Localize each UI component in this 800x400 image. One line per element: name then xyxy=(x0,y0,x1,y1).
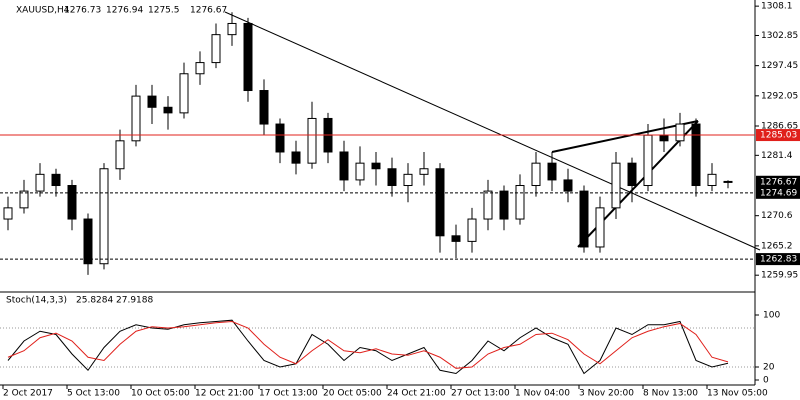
y-tick-label: 1265.2 xyxy=(761,241,793,251)
x-tick-label: 8 Nov 13:00 xyxy=(643,389,698,399)
x-tick-label: 10 Oct 05:00 xyxy=(131,389,190,399)
x-tick-label: 12 Oct 21:00 xyxy=(195,389,254,399)
candle-body xyxy=(179,73,189,114)
price-level-label: 1262.83 xyxy=(760,255,797,265)
candle-body xyxy=(355,162,365,181)
price-level-box xyxy=(756,253,800,266)
x-tick-label: 24 Oct 21:00 xyxy=(387,389,446,399)
candle-body xyxy=(659,134,669,142)
y-tick-label: 1292.05 xyxy=(761,91,798,101)
candle-body xyxy=(227,22,237,36)
x-tick-label: 2 Oct 2017 xyxy=(3,389,53,399)
x-tick-label: 1 Nov 04:00 xyxy=(515,389,570,399)
indicator-y-tick-label: 0 xyxy=(763,376,769,386)
symbol: XAUUSD,H4 xyxy=(16,6,70,16)
candle-body xyxy=(547,162,557,181)
candle-body xyxy=(51,173,61,187)
candle-body xyxy=(723,180,733,183)
indicator-header: Stoch(14,3,3) 25.8284 27.9188 xyxy=(6,296,153,306)
candle-body xyxy=(115,140,125,170)
candle-body xyxy=(3,207,13,220)
indicator-line xyxy=(7,320,729,369)
y-tick-label: 1270.6 xyxy=(761,211,793,221)
candle-body xyxy=(259,90,269,125)
candle-body xyxy=(499,190,509,220)
x-tick-label: 27 Oct 13:00 xyxy=(451,389,510,399)
x-tick-label: 17 Oct 13:00 xyxy=(259,389,318,399)
candle-body xyxy=(419,168,429,175)
candle-body xyxy=(643,134,653,187)
header: XAUUSD,H4 1276.73 1276.94 1275.5 1276.67 xyxy=(16,6,227,16)
indicator-main-value: 25.8284 xyxy=(76,296,113,306)
candle-body xyxy=(163,106,173,114)
y-tick-label: 1297.45 xyxy=(761,61,798,71)
candle-body xyxy=(387,168,397,187)
candle-body xyxy=(691,123,701,187)
candle-body xyxy=(611,162,621,209)
y-tick-label: 1259.95 xyxy=(761,271,798,281)
ohlc-close: 1276.67 xyxy=(190,6,227,16)
x-tick-label: 20 Oct 05:00 xyxy=(323,389,382,399)
price-level-label: 1285.03 xyxy=(760,131,797,141)
candle-body xyxy=(531,162,541,187)
x-tick-label: 5 Oct 13:00 xyxy=(67,389,120,399)
last-price-label: 1276.67 xyxy=(760,177,797,187)
candle-body xyxy=(147,95,157,108)
price-level-label: 1274.69 xyxy=(760,188,797,198)
ohlc-low: 1275.5 xyxy=(148,6,180,16)
indicator-signal-value: 27.9188 xyxy=(116,296,153,306)
candle-body xyxy=(483,190,493,220)
indicator-label: Stoch(14,3,3) xyxy=(6,296,67,306)
indicator-y-tick-label: 100 xyxy=(763,311,780,321)
candle-body xyxy=(83,218,93,265)
y-tick-label: 1281.4 xyxy=(761,151,793,161)
y-tick-label: 1286.65 xyxy=(761,122,798,132)
candle-body xyxy=(195,62,205,75)
x-tick-label: 3 Nov 20:00 xyxy=(579,389,634,399)
candle-body xyxy=(707,173,717,187)
candle-body xyxy=(595,207,605,248)
candle-body xyxy=(579,190,589,248)
candle-body xyxy=(435,168,445,237)
ohlc-high: 1276.94 xyxy=(106,6,143,16)
candle-body xyxy=(339,151,349,181)
candle-body xyxy=(307,117,317,164)
candle-body xyxy=(99,168,109,265)
candle-body xyxy=(371,162,381,170)
candle-body xyxy=(675,123,685,142)
candle-body xyxy=(291,151,301,164)
candle-body xyxy=(243,22,253,92)
candle-body xyxy=(627,162,637,187)
candle-body xyxy=(467,218,477,242)
candle-body xyxy=(19,190,29,209)
y-tick-label: 1302.85 xyxy=(761,31,798,41)
candle-body xyxy=(403,173,413,187)
trend-line xyxy=(224,11,761,251)
x-tick-label: 13 Nov 05:00 xyxy=(707,389,768,399)
ohlc-open: 1276.73 xyxy=(64,6,101,16)
candle-body xyxy=(451,235,461,242)
wedge-upper xyxy=(551,120,699,153)
candle-body xyxy=(211,34,221,64)
indicator-y-tick-label: 20 xyxy=(763,363,775,373)
candle-body xyxy=(515,185,525,220)
price-level-box xyxy=(756,129,800,142)
candle-body xyxy=(35,173,45,192)
candle-body xyxy=(67,185,77,220)
y-tick-label: 1308.1 xyxy=(761,2,793,12)
candle-body xyxy=(131,95,141,142)
price-level-box xyxy=(756,186,800,199)
candle-body xyxy=(563,179,573,192)
last-price-box xyxy=(756,175,800,188)
indicator-line xyxy=(7,319,729,375)
candle-body xyxy=(275,123,285,153)
